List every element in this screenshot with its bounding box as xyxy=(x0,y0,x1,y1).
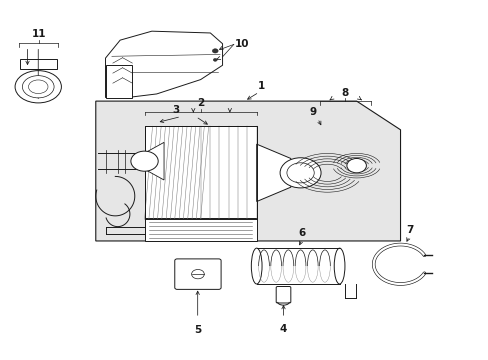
Circle shape xyxy=(346,158,366,173)
Circle shape xyxy=(213,58,217,61)
Ellipse shape xyxy=(28,80,48,94)
Text: 4: 4 xyxy=(279,324,286,334)
FancyBboxPatch shape xyxy=(276,287,290,303)
Text: 8: 8 xyxy=(341,87,348,98)
Bar xyxy=(105,65,132,98)
Ellipse shape xyxy=(333,248,344,284)
Polygon shape xyxy=(105,31,222,98)
Circle shape xyxy=(212,49,218,53)
Bar xyxy=(20,59,57,69)
Text: 2: 2 xyxy=(197,98,204,108)
Ellipse shape xyxy=(22,76,54,98)
Text: 5: 5 xyxy=(194,324,201,334)
Bar xyxy=(144,126,256,220)
Polygon shape xyxy=(256,144,290,202)
Text: 3: 3 xyxy=(172,105,180,116)
Circle shape xyxy=(280,158,321,188)
Text: 1: 1 xyxy=(257,81,264,91)
Text: 6: 6 xyxy=(298,228,305,238)
FancyBboxPatch shape xyxy=(174,259,221,289)
Text: 11: 11 xyxy=(31,30,46,40)
Text: 7: 7 xyxy=(406,225,413,234)
Bar xyxy=(144,126,256,220)
Text: 10: 10 xyxy=(234,40,249,49)
Ellipse shape xyxy=(251,248,262,284)
Circle shape xyxy=(131,151,158,171)
Polygon shape xyxy=(144,142,163,180)
Polygon shape xyxy=(96,101,400,241)
Ellipse shape xyxy=(15,71,61,103)
Text: 9: 9 xyxy=(308,107,316,117)
Bar xyxy=(144,218,256,241)
